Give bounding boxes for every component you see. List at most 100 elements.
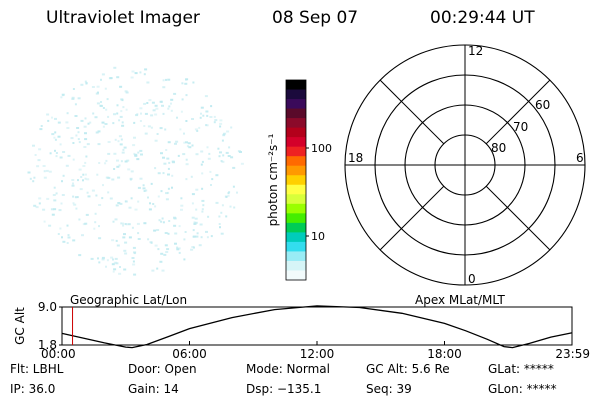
image-pixel	[42, 165, 46, 167]
image-pixel	[78, 141, 81, 144]
image-pixel	[125, 91, 129, 94]
image-pixel	[130, 197, 133, 200]
image-pixel	[33, 176, 36, 179]
image-pixel	[87, 195, 91, 198]
image-pixel	[205, 230, 208, 233]
image-pixel	[142, 184, 145, 187]
image-pixel	[84, 177, 87, 180]
image-pixel	[33, 204, 37, 207]
image-pixel	[170, 102, 172, 105]
image-pixel	[206, 146, 209, 149]
image-pixel	[122, 224, 125, 227]
color-scale-bar: 100 10	[285, 79, 332, 281]
status-row2-item: Gain: 14	[128, 382, 179, 396]
image-pixel	[152, 203, 155, 205]
image-pixel	[195, 208, 198, 211]
image-pixel	[191, 216, 195, 219]
image-pixel	[48, 170, 52, 173]
image-pixel	[105, 108, 108, 111]
image-pixel	[113, 66, 117, 69]
image-pixel	[107, 152, 111, 155]
image-pixel	[124, 90, 128, 93]
image-pixel	[143, 190, 146, 192]
image-pixel	[81, 234, 84, 237]
image-pixel	[74, 196, 77, 199]
image-pixel	[202, 204, 205, 207]
image-pixel	[116, 112, 119, 115]
image-pixel	[219, 151, 222, 154]
image-pixel	[37, 159, 41, 162]
image-pixel	[160, 152, 163, 155]
image-pixel	[137, 200, 140, 203]
image-pixel	[70, 137, 74, 140]
image-pixel	[118, 272, 122, 275]
image-pixel	[171, 160, 175, 163]
image-pixel	[185, 120, 188, 122]
image-pixel	[200, 112, 202, 115]
image-pixel	[92, 112, 95, 115]
colorbar-segment	[286, 260, 306, 272]
status-row2-item: Dsp: −135.1	[246, 382, 322, 396]
image-pixel	[85, 82, 88, 85]
image-pixel	[116, 165, 120, 168]
image-pixel	[154, 139, 158, 142]
image-pixel	[35, 206, 39, 209]
image-pixel	[173, 217, 177, 220]
image-pixel	[205, 124, 208, 127]
image-pixel	[219, 119, 223, 122]
image-pixel	[74, 115, 78, 117]
image-pixel	[42, 208, 46, 211]
image-pixel	[96, 102, 100, 105]
image-pixel	[62, 151, 66, 153]
image-pixel	[113, 268, 117, 271]
image-pixel	[110, 256, 114, 259]
image-pixel	[201, 199, 205, 202]
image-pixel	[107, 141, 111, 143]
image-pixel	[154, 167, 157, 170]
image-pixel	[128, 206, 132, 209]
image-pixel	[84, 117, 87, 120]
image-pixel	[67, 234, 70, 237]
image-pixel	[72, 239, 76, 242]
image-pixel	[188, 146, 192, 149]
image-pixel	[167, 141, 171, 144]
image-pixel	[94, 212, 97, 215]
image-pixel	[208, 152, 211, 155]
image-pixel	[207, 157, 211, 160]
image-pixel	[150, 114, 154, 117]
image-pixel	[146, 102, 149, 104]
image-pixel	[53, 208, 57, 211]
image-pixel	[116, 104, 119, 107]
image-pixel	[184, 82, 188, 85]
colorbar-tick-label: 100	[311, 142, 332, 155]
image-pixel	[120, 160, 123, 163]
colorbar-segment	[286, 175, 306, 186]
image-pixel	[62, 94, 65, 97]
image-pixel	[149, 202, 151, 205]
image-pixel	[228, 146, 231, 149]
image-pixel	[104, 87, 107, 90]
image-pixel	[144, 112, 148, 115]
image-pixel	[102, 107, 105, 109]
image-pixel	[62, 174, 65, 177]
image-pixel	[226, 130, 230, 133]
image-pixel	[191, 202, 194, 205]
image-pixel	[131, 70, 135, 73]
colorbar-segment	[286, 241, 306, 253]
image-pixel	[87, 122, 90, 125]
image-pixel	[95, 131, 99, 134]
image-pixel	[58, 209, 62, 212]
image-pixel	[113, 152, 117, 155]
lat-label-70: 70	[513, 120, 528, 134]
image-pixel	[192, 229, 195, 232]
image-pixel	[168, 105, 171, 108]
colorbar-segment	[286, 127, 306, 138]
image-pixel	[160, 220, 163, 223]
colorbar-segment	[286, 232, 306, 243]
image-pixel	[145, 189, 148, 192]
image-pixel	[164, 128, 167, 131]
image-pixel	[120, 110, 123, 113]
image-pixel	[144, 132, 148, 135]
image-pixel	[128, 236, 132, 239]
